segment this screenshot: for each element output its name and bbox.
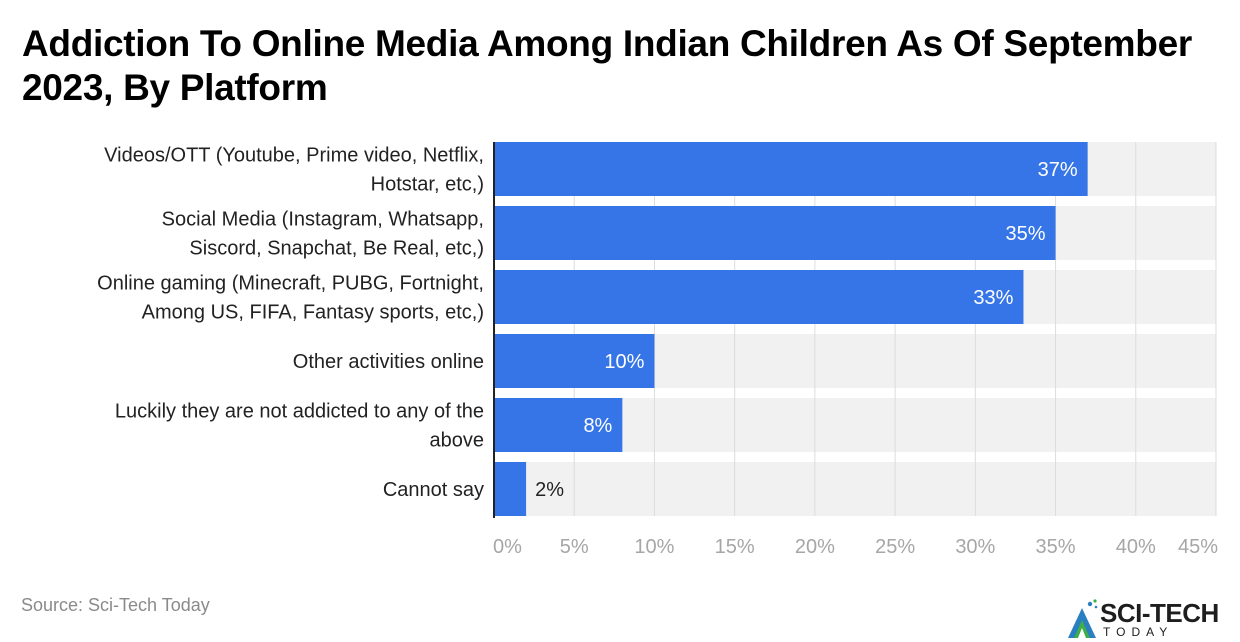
x-tick-label: 25%: [875, 536, 915, 558]
logo-subtitle: TODAY: [1103, 625, 1174, 639]
category-label: Luckily they are not addicted to any of …: [115, 401, 484, 452]
source-note: Source: Sci-Tech Today: [21, 595, 210, 615]
x-tick-label: 10%: [634, 536, 674, 558]
value-label: 37%: [1038, 159, 1078, 181]
bars: [494, 142, 1088, 516]
sci-tech-logo: SCI-TECH TODAY: [1066, 598, 1236, 642]
x-tick-label: 30%: [955, 536, 995, 558]
logo-wordmark: SCI-TECH: [1100, 598, 1219, 628]
category-label-line: Videos/OTT (Youtube, Prime video, Netfli…: [104, 145, 484, 167]
bar: [494, 334, 655, 388]
bar: [494, 398, 623, 452]
value-label: 10%: [604, 351, 644, 373]
category-label-line: Siscord, Snapchat, Be Real, etc,): [189, 238, 484, 260]
category-label-line: Online gaming (Minecraft, PUBG, Fortnigh…: [97, 273, 484, 295]
bar: [494, 270, 1024, 324]
category-label: Other activities online: [293, 351, 484, 373]
value-label: 2%: [535, 479, 564, 501]
category-label-line: above: [430, 430, 485, 452]
category-label-line: Hotstar, etc,): [371, 174, 484, 196]
chart-title: Addiction To Online Media Among Indian C…: [22, 23, 1192, 108]
category-labels: Videos/OTT (Youtube, Prime video, Netfli…: [97, 145, 484, 502]
x-tick-label: 5%: [560, 536, 589, 558]
value-labels: 37% 35% 33% 10% 8% 2%: [535, 159, 1078, 501]
x-tick-label: 20%: [795, 536, 835, 558]
category-label: Online gaming (Minecraft, PUBG, Fortnigh…: [97, 273, 484, 324]
gridlines: [573, 142, 1217, 516]
category-label: Cannot say: [383, 479, 484, 501]
sci-tech-logo-icon: [1068, 599, 1098, 638]
category-label-line: Luckily they are not addicted to any of …: [115, 401, 484, 423]
x-tick-label: 0%: [493, 536, 522, 558]
value-label: 33%: [973, 287, 1013, 309]
x-tick-labels: 0% 5% 10% 15% 20% 25% 30% 35% 40% 45%: [493, 536, 1218, 558]
x-tick-label: 40%: [1116, 536, 1156, 558]
bar: [494, 462, 527, 516]
bar: [494, 142, 1088, 196]
category-label-line: Other activities online: [293, 351, 484, 373]
x-tick-label: 45%: [1178, 536, 1218, 558]
category-label: Videos/OTT (Youtube, Prime video, Netfli…: [104, 145, 484, 196]
category-label-line: Cannot say: [383, 479, 484, 501]
category-label-line: Social Media (Instagram, Whatsapp,: [162, 209, 484, 231]
bar-track: [494, 462, 1216, 516]
bar-tracks: [494, 142, 1216, 516]
bar: [494, 206, 1056, 260]
value-label: 35%: [1006, 223, 1046, 245]
value-label: 8%: [583, 415, 612, 437]
category-label-line: Among US, FIFA, Fantasy sports, etc,): [142, 302, 484, 324]
category-label: Social Media (Instagram, Whatsapp, Siscor…: [162, 209, 484, 260]
x-tick-label: 15%: [715, 536, 755, 558]
x-tick-label: 35%: [1036, 536, 1076, 558]
